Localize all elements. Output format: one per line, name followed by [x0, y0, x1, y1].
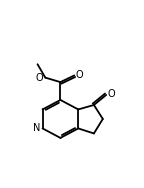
- Text: O: O: [76, 70, 84, 80]
- Text: O: O: [108, 89, 115, 99]
- Text: N: N: [33, 123, 40, 133]
- Text: O: O: [36, 73, 43, 83]
